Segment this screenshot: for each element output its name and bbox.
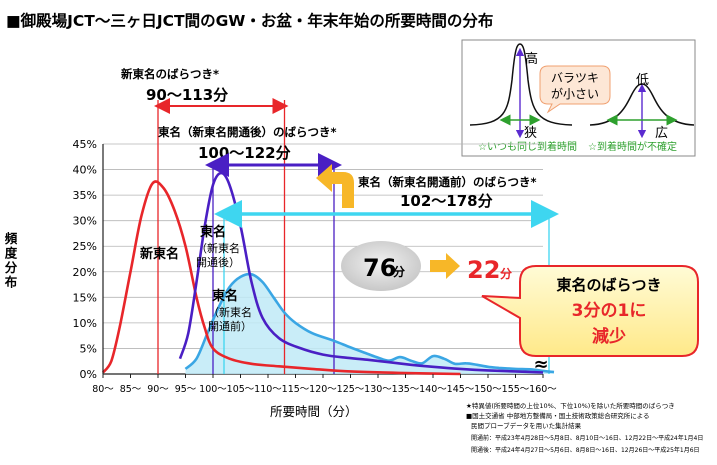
inset-bubble-line2: が小さい	[551, 86, 599, 101]
y-tick-label: 35%	[73, 189, 97, 202]
footnote-1: ★特異値(所要時間の上位10%、下位10%)を除いた所要時間のばらつき	[466, 401, 675, 410]
footnote-3: 民間プローブデータを用いた集計結果	[471, 421, 582, 430]
range-after-label: 東名（新東名開通後）のばらつき*	[158, 125, 337, 139]
inset-explainer: 高 低 狭 広 バラツキ が小さい ☆いつも同じ到着時間 ☆到着時間が不確定	[461, 39, 696, 157]
x-tick-label: 155〜	[502, 384, 530, 395]
x-tick-label: 160〜	[529, 384, 557, 395]
comparison-before-value: 76	[363, 254, 396, 282]
callout-line1: 東名のばらつき	[556, 276, 661, 294]
y-tick-label: 45%	[73, 138, 97, 151]
label-shintomei: 新東名	[140, 246, 179, 262]
footnotes: ★特異値(所要時間の上位10%、下位10%)を除いた所要時間のばらつき ■国土交…	[466, 401, 703, 454]
range-shintomei-label: 新東名のばらつき*	[121, 67, 219, 81]
label-after-line2: （新東名	[196, 241, 240, 255]
x-tick-label: 95〜	[175, 384, 197, 395]
inset-high-label: 高	[525, 51, 538, 67]
series-line	[184, 272, 555, 374]
x-tick-label: 85〜	[120, 384, 142, 395]
x-tick-label: 100〜	[199, 384, 227, 395]
x-tick-label: 80〜	[92, 384, 114, 395]
range-shintomei-value: 90〜113分	[146, 86, 228, 104]
comparison-after-value: 22	[467, 256, 500, 284]
series-line	[178, 171, 544, 374]
comparison-after-unit: 分	[500, 266, 512, 281]
x-tick-label: 115〜	[282, 384, 310, 395]
label-before-line3: 開通前）	[208, 319, 252, 333]
inset-caption-left: ☆いつも同じ到着時間	[478, 140, 577, 153]
x-tick-label: 90〜	[147, 384, 169, 395]
x-tick-label: 145〜	[447, 384, 475, 395]
axes: 0% 5% 10% 15% 20% 25% 30% 35% 40% 45% 80〜 85〜 90〜 95〜…	[73, 138, 558, 395]
label-after-line3: 開通後）	[196, 255, 240, 269]
callout: 東名のばらつき 3分の1に 減少	[481, 265, 699, 357]
callout-line2: 3分の1に	[572, 301, 647, 321]
x-tick-label: 110〜	[254, 384, 282, 395]
page-title: ■御殿場JCT〜三ヶ日JCT間のGW・お盆・年末年始の所要時間の分布	[6, 11, 493, 30]
range-shintomei: 新東名のばらつき* 90〜113分	[121, 67, 289, 114]
inset-narrow-label: 狭	[524, 126, 537, 141]
y-tick-label: 25%	[73, 240, 97, 253]
y-tick-label: 30%	[73, 215, 97, 228]
inset-low-label: 低	[636, 73, 649, 88]
range-before-label: 東名（新東名開通前）のばらつき*	[358, 175, 537, 189]
label-before: 東名 （新東名 開通前）	[208, 288, 252, 333]
x-tick-label: 130〜	[364, 384, 392, 395]
x-tick-label: 125〜	[337, 384, 365, 395]
label-before-line1: 東名	[212, 288, 238, 304]
inset-wide-label: 広	[655, 126, 668, 141]
y-tick-label: 15%	[73, 291, 97, 304]
x-tick-label: 140〜	[419, 384, 447, 395]
y-tick-label: 40%	[73, 164, 97, 177]
range-before-value: 102〜178分	[400, 192, 493, 210]
range-before: 東名（新東名開通前）のばらつき* 102〜178分	[214, 175, 559, 228]
x-axis-label: 所要時間（分）	[270, 404, 358, 419]
series-layer	[101, 171, 555, 376]
axis-break-mark: ≈	[533, 354, 548, 375]
x-tick-label: 105〜	[227, 384, 255, 395]
y-tick-label: 10%	[73, 317, 97, 330]
label-after-line1: 東名	[200, 224, 226, 240]
inset-bubble-line1: バラツキ	[551, 71, 599, 85]
inset-narrow-curve	[469, 43, 573, 126]
callout-line3: 減少	[592, 326, 626, 347]
label-after: 東名 （新東名 開通後）	[196, 224, 240, 269]
area-layer	[185, 274, 554, 374]
inset-bubble	[539, 65, 611, 114]
arrow-right-icon	[430, 253, 460, 279]
range-after-value: 100〜122分	[198, 144, 291, 162]
x-tick-label: 120〜	[309, 384, 337, 395]
y-axis-label: 頻度分布	[3, 231, 18, 290]
comparison-before-unit: 分	[393, 264, 405, 279]
footnote-2: ■国土交通省 中部地方整備局・国土技術政策総合研究所による	[466, 411, 650, 420]
inset-caption-right: ☆到着時間が不確定	[588, 140, 677, 153]
curved-arrow-icon	[316, 164, 354, 208]
comparison-oval	[341, 241, 421, 291]
y-tick-label: 0%	[80, 368, 97, 381]
series-line	[101, 180, 461, 376]
callout-bubble	[481, 265, 699, 357]
range-after: 東名（新東名開通後）のばらつき* 100〜122分	[158, 125, 342, 177]
footnote-5: 開通後：平成24年4月27日〜5月6日、8月8日〜16日、12月26日〜平成25…	[471, 446, 700, 454]
footnote-4: 開通前：平成23年4月28日〜5月8日、8月10日〜16日、12月22日〜平成2…	[471, 434, 703, 442]
y-tick-label: 5%	[80, 342, 97, 355]
y-tick-label: 20%	[73, 266, 97, 279]
series-area	[185, 274, 554, 374]
x-tick-label: 135〜	[392, 384, 420, 395]
label-before-line2: （新東名	[208, 305, 252, 319]
x-tick-label: 150〜	[474, 384, 502, 395]
